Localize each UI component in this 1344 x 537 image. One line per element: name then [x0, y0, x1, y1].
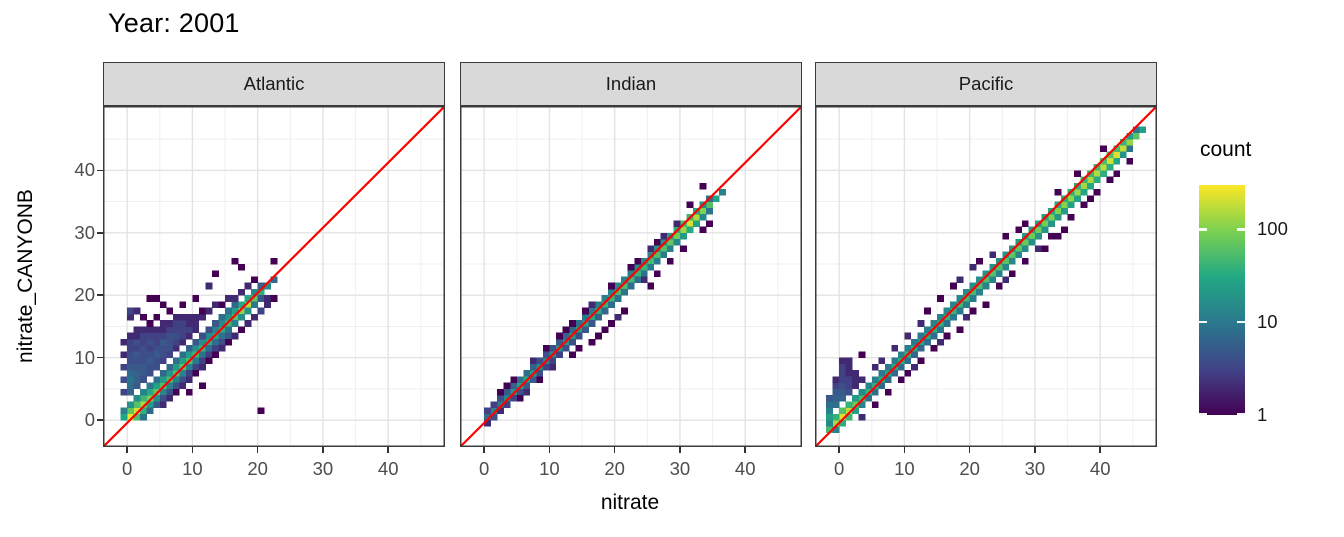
- x-axis-title: nitrate: [600, 491, 660, 514]
- x-tick-label: 40: [377, 458, 399, 479]
- x-tick-label: 0: [121, 458, 133, 479]
- facet-strip-pacific: Pacific: [815, 62, 1157, 106]
- x-tick-mark: [744, 447, 746, 453]
- x-tick-label: 0: [478, 458, 490, 479]
- x-tick-mark: [1099, 447, 1101, 453]
- x-tick-mark: [256, 447, 259, 453]
- y-tick-label: 0: [84, 409, 95, 431]
- x-tick-mark: [483, 447, 485, 453]
- legend-tick-mark: [1199, 320, 1207, 324]
- facet-strip-label: Indian: [605, 73, 657, 94]
- legend-tick-mark: [1237, 228, 1245, 231]
- x-tick-mark: [679, 447, 681, 453]
- legend-title: count: [1200, 138, 1252, 161]
- facet-strip-label: Atlantic: [243, 73, 305, 94]
- facet-strip-label: Pacific: [958, 73, 1014, 94]
- x-tick-label: 40: [734, 458, 756, 479]
- x-tick-mark: [126, 447, 128, 453]
- y-tick-mark: [97, 232, 103, 234]
- y-tick-mark: [97, 419, 103, 421]
- legend-tick-mark: [1199, 412, 1207, 415]
- panel-border: [815, 106, 1157, 447]
- legend-tick-label: 10: [1257, 311, 1278, 333]
- bin2d-bins: [120, 257, 278, 421]
- x-tick-mark: [548, 447, 551, 453]
- x-tick-label: 20: [959, 458, 980, 479]
- legend-tick-label: 1: [1257, 404, 1268, 425]
- facet-strip-atlantic: Atlantic: [103, 62, 445, 106]
- y-tick-label: 30: [74, 221, 95, 243]
- x-tick-label: 10: [182, 458, 203, 479]
- y-tick-label: 40: [74, 159, 95, 181]
- panel-border: [460, 106, 802, 447]
- y-tick-mark: [97, 169, 103, 172]
- facet-plot-pacific: [815, 106, 1157, 447]
- legend-tick-label: 100: [1257, 218, 1288, 240]
- legend-tick-mark: [1237, 320, 1245, 324]
- x-tick-mark: [1034, 447, 1036, 453]
- facet-plot-indian: [460, 106, 802, 447]
- y-tick-mark: [97, 294, 103, 296]
- x-tick-label: 30: [1024, 458, 1046, 479]
- x-tick-label: 40: [1089, 458, 1111, 479]
- x-tick-mark: [838, 447, 840, 453]
- panel-border: [103, 106, 445, 447]
- x-tick-label: 20: [247, 458, 268, 479]
- identity-line: [103, 106, 445, 447]
- x-tick-mark: [968, 447, 971, 453]
- legend-tick-mark: [1199, 228, 1207, 231]
- facet-panel-indian: [460, 106, 802, 447]
- bin2d-bins: [826, 126, 1147, 433]
- y-tick-label: 10: [74, 346, 95, 368]
- facet-panel-atlantic: [103, 106, 445, 447]
- identity-line: [815, 106, 1157, 447]
- facet-strip-indian: Indian: [460, 62, 802, 106]
- x-tick-label: 20: [604, 458, 625, 479]
- x-tick-label: 10: [539, 458, 560, 479]
- facet-plot-atlantic: [103, 106, 445, 447]
- x-tick-mark: [613, 447, 616, 453]
- x-tick-label: 0: [833, 458, 845, 479]
- x-tick-mark: [322, 447, 324, 453]
- identity-line: [460, 106, 802, 447]
- x-tick-mark: [191, 447, 194, 453]
- x-tick-label: 30: [669, 458, 691, 479]
- legend-count: count 100 10 1: [1196, 138, 1336, 438]
- gridlines: [460, 106, 802, 447]
- x-tick-label: 10: [894, 458, 915, 479]
- y-axis-title: nitrate_CANYONB: [14, 189, 37, 363]
- x-tick-label: 30: [312, 458, 334, 479]
- plot-title: Year: 2001: [108, 8, 240, 38]
- y-tick-mark: [97, 356, 103, 359]
- facet-panel-pacific: [815, 106, 1157, 447]
- legend-tick-mark: [1237, 412, 1245, 415]
- x-tick-mark: [387, 447, 389, 453]
- x-tick-mark: [903, 447, 906, 453]
- y-tick-label: 20: [74, 284, 95, 306]
- legend-colorbar: [1199, 185, 1245, 415]
